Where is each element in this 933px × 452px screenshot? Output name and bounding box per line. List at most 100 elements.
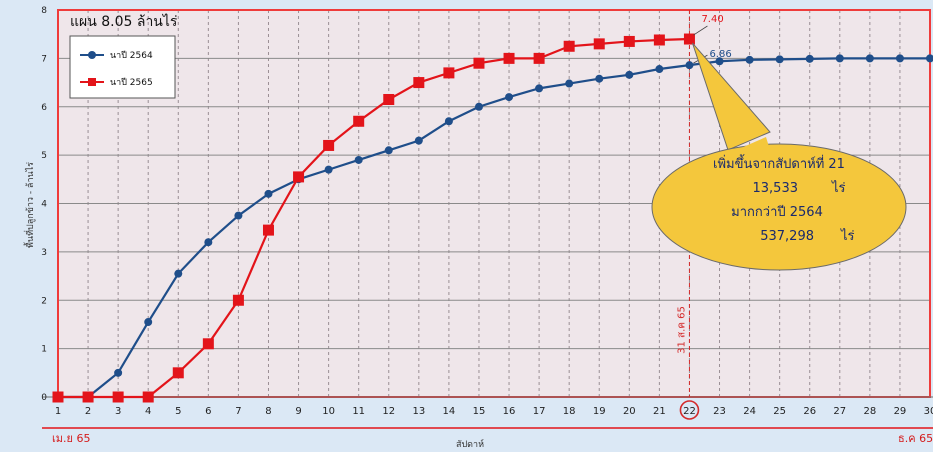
- x-tick-4: 4: [145, 406, 151, 417]
- y-tick-2: 2: [41, 296, 47, 306]
- cutoff-vertical-line: 31 ส.ค 65: [676, 10, 690, 397]
- callout-line-2-value: 13,533: [753, 181, 799, 196]
- legend-label-2565: นาปี 2565: [110, 77, 153, 88]
- series-0-point-28: [865, 54, 874, 63]
- series-1-point-16: [503, 52, 515, 64]
- value-label-2564: 6.86: [709, 49, 731, 60]
- x-tick-15: 15: [473, 406, 486, 417]
- cutoff-line-label: 31 ส.ค 65: [676, 306, 687, 354]
- y-axis-label: พื้นที่ปลูกข้าว - ล้านไร่: [23, 162, 36, 248]
- x-tick-3: 3: [115, 406, 121, 417]
- x-tick-30: 30: [924, 406, 933, 417]
- series-0-point-8: [264, 189, 273, 198]
- value-leader-2565: [693, 25, 708, 36]
- x-tick-25: 25: [773, 406, 786, 417]
- series-0-point-7: [234, 211, 243, 220]
- series-1-point-11: [353, 115, 365, 127]
- x-tick-12: 12: [382, 406, 395, 417]
- series-1-point-20: [623, 35, 635, 47]
- series-1-point-19: [593, 38, 605, 50]
- callout-line-4-unit: ไร่: [840, 228, 855, 244]
- x-tick-2: 2: [85, 406, 91, 417]
- series-0-point-22: [685, 61, 694, 70]
- x-tick-18: 18: [563, 406, 576, 417]
- series-1-point-17: [533, 52, 545, 64]
- y-tick-8: 8: [41, 6, 47, 16]
- x-tick-20: 20: [623, 406, 636, 417]
- series-1-point-12: [383, 93, 395, 105]
- series-0-point-5: [174, 269, 183, 278]
- series-1-point-14: [443, 67, 455, 79]
- series-1-point-1: [52, 391, 64, 403]
- x-tick-29: 29: [894, 406, 907, 417]
- callout-line-4-value: 537,298: [760, 229, 814, 244]
- callout-ellipse: [651, 143, 907, 271]
- series-0-point-21: [655, 65, 664, 74]
- series-0-point-29: [895, 54, 904, 63]
- x-tick-13: 13: [412, 406, 425, 417]
- series-0-point-25: [775, 55, 784, 64]
- series-1-point-15: [473, 57, 485, 69]
- x-tick-6: 6: [205, 406, 211, 417]
- legend-box: [69, 35, 176, 99]
- series-1-point-13: [413, 77, 425, 89]
- series-1-point-8: [262, 224, 274, 236]
- series-1-point-2: [82, 391, 94, 403]
- x-tick-26: 26: [803, 406, 816, 417]
- x-tick-23: 23: [713, 406, 726, 417]
- callout-line-2-unit: ไร่: [831, 180, 846, 196]
- x-tick-16: 16: [503, 406, 516, 417]
- series-0-point-16: [505, 93, 514, 102]
- x-tick-11: 11: [352, 406, 365, 417]
- series-1-point-3: [112, 391, 124, 403]
- y-tick-0: 0: [41, 393, 47, 403]
- series-0-point-11: [354, 155, 363, 164]
- series-1-point-22: [683, 33, 695, 45]
- series-1-point-6: [202, 338, 214, 350]
- series-0-point-30: [926, 54, 933, 63]
- series-1-point-9: [293, 171, 305, 183]
- x-tick-labels: 1 2 3 4 5 6 7 8 9 10 11 12 13 14 15 16 17 18 19 20 21 22 23 24 2…: [55, 406, 933, 417]
- x-tick-9: 9: [295, 406, 301, 417]
- end-month-label: ธ.ค 65: [898, 432, 933, 445]
- series-line-1: [58, 37, 690, 399]
- series-0-point-18: [565, 79, 574, 88]
- series-0-point-19: [595, 74, 604, 83]
- legend-label-2564: นาปี 2564: [110, 50, 153, 61]
- y-tick-4: 4: [41, 200, 47, 210]
- series-0-point-20: [625, 70, 634, 79]
- series-0-point-13: [414, 136, 423, 145]
- series-1-point-10: [323, 139, 335, 151]
- callout-line-1: เพิ่มขึ้นจากสัปดาห์ที่ 21: [713, 154, 845, 172]
- x-tick-8: 8: [265, 406, 271, 417]
- x-tick-19: 19: [593, 406, 606, 417]
- legend-marker-2565: [88, 78, 96, 86]
- series-1-point-5: [172, 367, 184, 379]
- series-0-point-15: [474, 102, 483, 111]
- series-0-point-24: [745, 55, 754, 64]
- highlight-circle: [679, 400, 700, 420]
- x-tick-10: 10: [322, 406, 335, 417]
- series-0-point-17: [535, 84, 544, 93]
- series-1-point-18: [563, 40, 575, 52]
- series-0-point-26: [805, 54, 814, 63]
- x-tick-1: 1: [55, 406, 61, 417]
- callout-seam: [734, 137, 770, 151]
- series-0-point-4: [144, 318, 153, 327]
- y-tick-6: 6: [41, 103, 47, 113]
- x-tick-28: 28: [863, 406, 876, 417]
- callout-pointer: [691, 42, 771, 151]
- series-0-point-12: [384, 146, 393, 155]
- x-tick-22: 22: [683, 406, 696, 417]
- series-0-point-6: [204, 238, 213, 247]
- series-1-point-4: [142, 391, 154, 403]
- series-0-point-14: [444, 117, 453, 126]
- series-1-point-7: [232, 294, 244, 306]
- start-month-label: เม.ย 65: [52, 432, 90, 445]
- chart-title: แผน 8.05 ล้านไร่: [70, 13, 178, 30]
- series-0-point-23: [715, 57, 724, 66]
- series-0-point-27: [835, 54, 844, 63]
